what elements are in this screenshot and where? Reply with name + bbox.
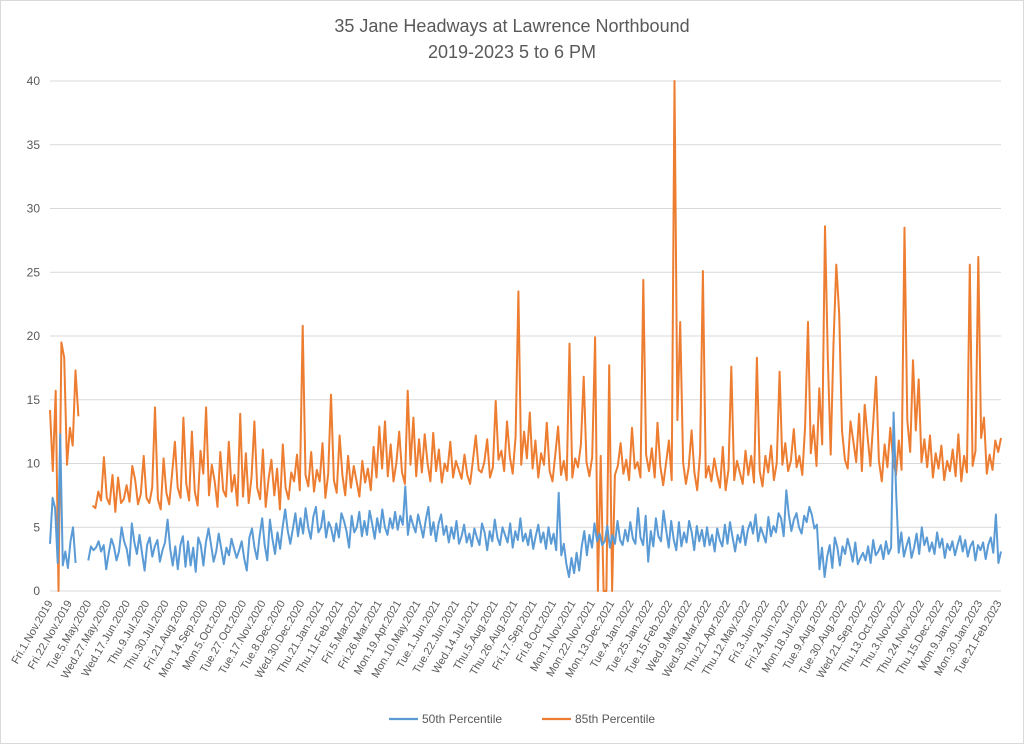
y-tick-label: 20 (27, 329, 41, 343)
legend-label-50th: 50th Percentile (422, 712, 502, 726)
legend: 50th Percentile 85th Percentile (389, 712, 655, 726)
x-axis-ticks: Fri.1.Nov.2019Fri.22.Nov.2019Tue.5.May.2… (10, 598, 1005, 680)
chart-title-line-2: 2019-2023 5 to 6 PM (428, 42, 596, 62)
y-tick-label: 0 (33, 584, 40, 598)
y-tick-label: 5 (33, 520, 40, 534)
series-line-85th-percentile (49, 80, 1002, 592)
y-tick-label: 30 (27, 202, 41, 216)
y-tick-label: 40 (27, 74, 41, 88)
y-tick-label: 15 (27, 393, 41, 407)
legend-label-85th: 85th Percentile (575, 712, 655, 726)
series-line-50th-percentile (49, 411, 1002, 578)
y-tick-label: 25 (27, 265, 41, 279)
chart-title-line-1: 35 Jane Headways at Lawrence Northbound (334, 16, 689, 36)
y-axis-ticks: 0 5 10 15 20 25 30 35 40 (27, 74, 41, 598)
series-lines (49, 80, 1002, 592)
gridlines (50, 80, 1001, 592)
y-tick-label: 35 (27, 138, 41, 152)
y-tick-label: 10 (27, 457, 41, 471)
